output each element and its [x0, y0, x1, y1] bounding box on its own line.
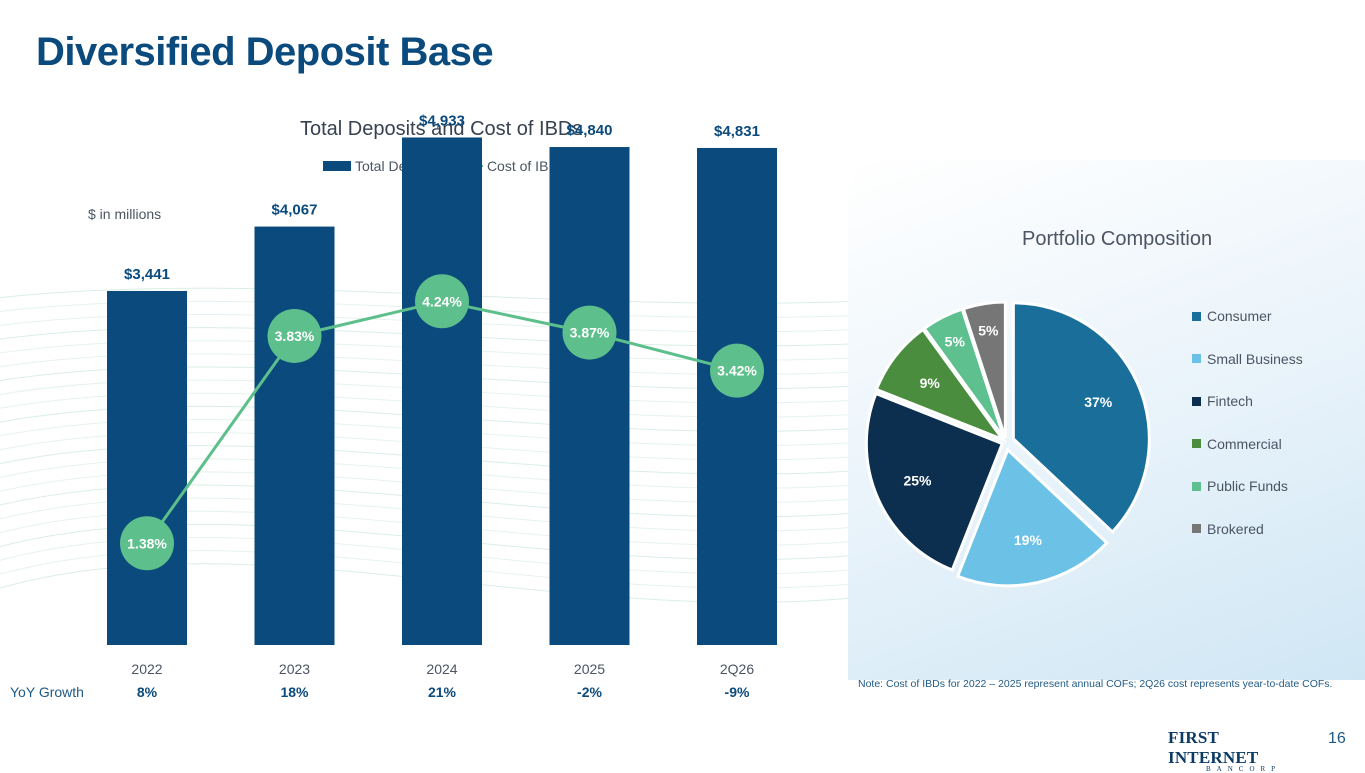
pie-legend-swatch: [1192, 396, 1201, 406]
logo-subtext: BANCORP: [1206, 765, 1282, 773]
pie-legend-item: Small Business: [1192, 338, 1303, 381]
pie-legend: Consumer Small Business Fintech Commercial P…: [1192, 295, 1303, 550]
pie-slice-label: 5%: [978, 323, 999, 339]
bar-chart-title: Total Deposits and Cost of IBDs: [300, 118, 583, 140]
cost-of-ibds-label: 3.42%: [717, 363, 757, 379]
deposit-bar: [254, 226, 335, 645]
deposit-bar-label: $3,441: [124, 266, 170, 283]
pie-legend-item: Commercial: [1192, 423, 1303, 466]
cost-of-ibds-label: 3.83%: [275, 328, 315, 344]
pie-slice-commercial: [874, 327, 1008, 443]
yoy-growth-label: YoY Growth: [10, 684, 84, 700]
pie-legend-item: Public Funds: [1192, 465, 1303, 508]
yoy-growth-value: 8%: [136, 684, 158, 700]
pie-legend-swatch: [1192, 354, 1201, 364]
slide-title: Diversified Deposit Base: [36, 30, 494, 74]
cost-of-ibds-point: [267, 308, 322, 363]
company-logo: FIRST INTERNET BANCORP: [1168, 728, 1308, 773]
cost-of-ibds-label: 4.24%: [422, 293, 462, 309]
logo-wordmark: FIRST INTERNET: [1168, 728, 1259, 767]
pie-legend-item: Fintech: [1192, 380, 1303, 423]
pie-legend-label: Small Business: [1207, 350, 1303, 367]
deposit-bar: [402, 137, 482, 645]
footnote: Note: Cost of IBDs for 2022 – 2025 repre…: [858, 678, 1333, 690]
pie-legend-label: Consumer: [1207, 308, 1272, 325]
pie-slice-label: 9%: [920, 375, 941, 391]
pie-chart-title: Portfolio Composition: [1022, 228, 1213, 250]
x-tick-label: 2024: [426, 661, 457, 677]
deposit-bar-label: $4,831: [714, 123, 760, 140]
pie-slice-small-business: [955, 447, 1110, 588]
deposit-bar: [549, 147, 630, 646]
cost-of-ibds-label: 1.38%: [127, 535, 167, 551]
deposit-bar: [107, 290, 187, 645]
pie-slice-label: 25%: [903, 472, 932, 488]
cost-of-ibds-point: [710, 343, 764, 398]
cost-of-ibds-label: 3.87%: [570, 325, 610, 341]
pie-legend-swatch: [1192, 439, 1201, 449]
x-tick-label: 2023: [279, 661, 310, 677]
pie-legend-swatch: [1192, 524, 1201, 534]
cost-of-ibds-point: [415, 274, 469, 329]
units-label: $ in millions: [88, 206, 162, 222]
pie-legend-label: Public Funds: [1207, 478, 1288, 495]
deposit-bar-label: $4,933: [419, 112, 465, 129]
pie-legend-swatch: [1192, 481, 1201, 491]
legend-label-cost-of-ibds: Cost of IBDs: [486, 158, 566, 174]
pie-slice-fintech: [864, 391, 1005, 572]
pie-slice-label: 37%: [1084, 394, 1113, 410]
pie-slice-label: 19%: [1014, 532, 1043, 548]
pie-legend-label: Fintech: [1207, 393, 1253, 410]
x-tick-label: 2022: [131, 661, 162, 677]
pie-legend-item: Brokered: [1192, 508, 1303, 551]
pie-legend-label: Brokered: [1207, 520, 1264, 537]
cost-of-ibds-point: [562, 305, 617, 360]
pie-legend-label: Commercial: [1207, 435, 1282, 452]
deposit-bar-label: $4,840: [567, 122, 613, 139]
page-number: 16: [1328, 730, 1346, 747]
yoy-growth-value: -9%: [724, 684, 750, 700]
legend-swatch-bar: [323, 161, 351, 171]
pie-legend-swatch: [1192, 311, 1201, 321]
x-tick-label: 2Q26: [720, 661, 754, 677]
pie-slice-label: 5%: [945, 333, 966, 349]
yoy-growth-value: 18%: [280, 684, 309, 700]
cost-of-ibds-point: [120, 516, 174, 571]
pie-legend-item: Consumer: [1192, 295, 1303, 338]
x-tick-label: 2025: [574, 661, 605, 677]
pie-slice-brokered: [961, 300, 1007, 439]
yoy-growth-value: 21%: [427, 684, 457, 700]
deposit-bar-label: $4,067: [272, 202, 318, 219]
yoy-growth-value: -2%: [577, 684, 602, 700]
pie-slice-consumer: [1011, 301, 1151, 535]
